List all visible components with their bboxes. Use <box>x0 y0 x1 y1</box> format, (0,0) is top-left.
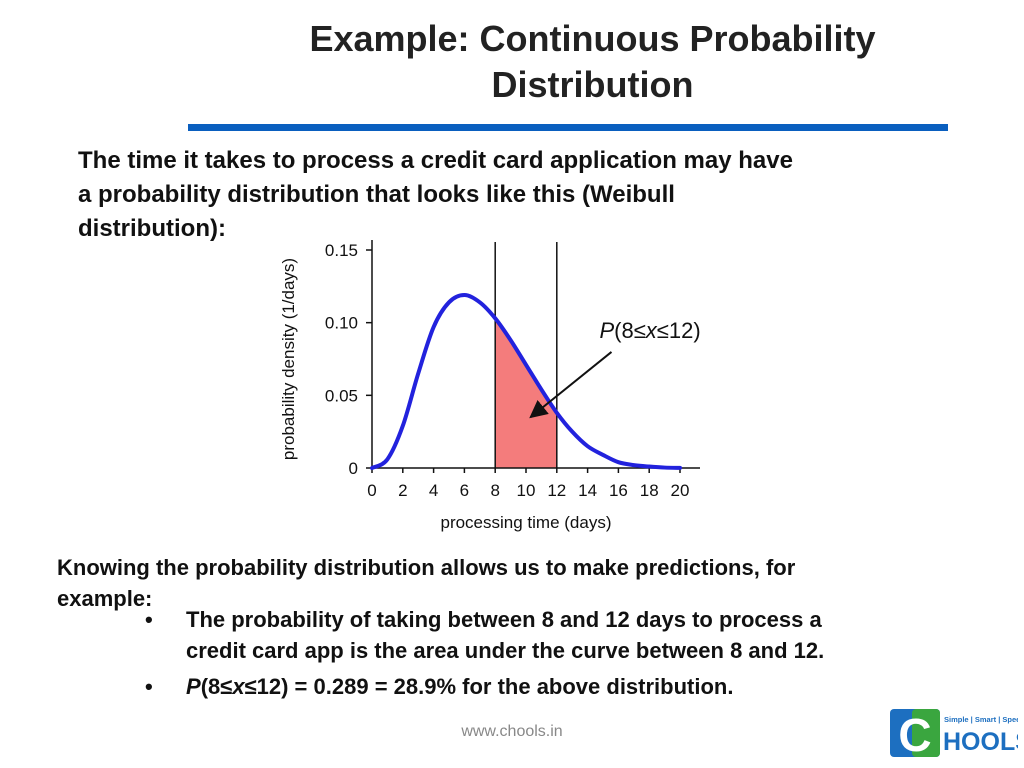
y-tick-label: 0 <box>349 459 358 478</box>
x-axis-label: processing time (days) <box>440 513 611 532</box>
weibull-density-chart: 0 0.05 0.10 0.15 0 2 4 6 8 10 12 14 16 18 20 P(8≤x≤12… <box>279 240 701 532</box>
intro-line: distribution): <box>78 215 226 242</box>
logo-letter: C <box>898 709 931 758</box>
x-tick-label: 18 <box>640 481 659 500</box>
logo-tagline: Simple | Smart | Speed <box>944 715 1018 724</box>
knowing-line: example: <box>57 586 153 611</box>
annotation-open: (8≤ <box>614 318 646 343</box>
y-axis-ticks: 0 0.05 0.10 0.15 <box>325 241 372 478</box>
title-line: Distribution <box>491 64 694 105</box>
y-tick-label: 0.15 <box>325 241 358 260</box>
probability-annotation: P(8≤x≤12) <box>599 318 700 343</box>
x-axis-ticks: 0 2 4 6 8 10 12 14 16 18 20 <box>367 468 689 500</box>
intro-paragraph: The time it takes to process a credit ca… <box>78 144 958 246</box>
bullet-open: (8≤ <box>200 674 233 699</box>
slide-title: Example: Continuous Probability Distribu… <box>190 16 995 108</box>
bullet-result: ≤12) = 0.289 = 28.9% for the above distr… <box>244 674 734 699</box>
bullet-marker: • <box>145 674 153 699</box>
knowing-paragraph: Knowing the probability distribution all… <box>57 552 997 614</box>
annotation-close: ≤12) <box>657 318 701 343</box>
annotation-x: x <box>645 318 658 343</box>
bullet-list: • The probability of taking between 8 an… <box>140 604 1000 702</box>
x-tick-label: 2 <box>398 481 407 500</box>
intro-line: a probability distribution that looks li… <box>78 181 675 208</box>
bullet-p-symbol: P <box>186 674 201 699</box>
logo-square-accent <box>912 709 940 757</box>
x-tick-label: 10 <box>517 481 536 500</box>
annotation-p: P <box>599 318 614 343</box>
y-tick-label: 0.05 <box>325 386 358 405</box>
bullet-item-area: • The probability of taking between 8 an… <box>140 604 1000 666</box>
x-tick-label: 4 <box>429 481 438 500</box>
x-tick-label: 0 <box>367 481 376 500</box>
x-tick-label: 8 <box>490 481 499 500</box>
title-underline-rule <box>188 124 948 131</box>
bullet-marker: • <box>145 607 153 632</box>
shaded-area-8-to-12 <box>495 318 557 468</box>
y-tick-label: 0.10 <box>325 314 358 333</box>
density-curve <box>370 293 682 470</box>
x-tick-label: 20 <box>671 481 690 500</box>
knowing-line: Knowing the probability distribution all… <box>57 555 796 580</box>
bullet-line: credit card app is the area under the cu… <box>186 638 825 663</box>
intro-line: The time it takes to process a credit ca… <box>78 147 793 174</box>
title-line: Example: Continuous Probability <box>309 18 876 59</box>
annotation-arrow <box>529 351 613 419</box>
y-axis-label: probability density (1/days) <box>279 258 298 460</box>
logo-wordmark: HOOLS <box>943 728 1018 756</box>
x-tick-label: 14 <box>578 481 597 500</box>
footer-url: www.chools.in <box>461 723 563 740</box>
bullet-line: The probability of taking between 8 and … <box>186 607 822 632</box>
chools-logo: C Simple | Smart | Speed HOOLS <box>890 709 1018 758</box>
x-tick-label: 6 <box>460 481 469 500</box>
x-tick-label: 16 <box>609 481 628 500</box>
x-tick-label: 12 <box>547 481 566 500</box>
bullet-x-symbol: x <box>232 674 245 699</box>
bullet-item-probability: • P(8≤x≤12) = 0.289 = 28.9% for the abov… <box>140 671 1000 702</box>
